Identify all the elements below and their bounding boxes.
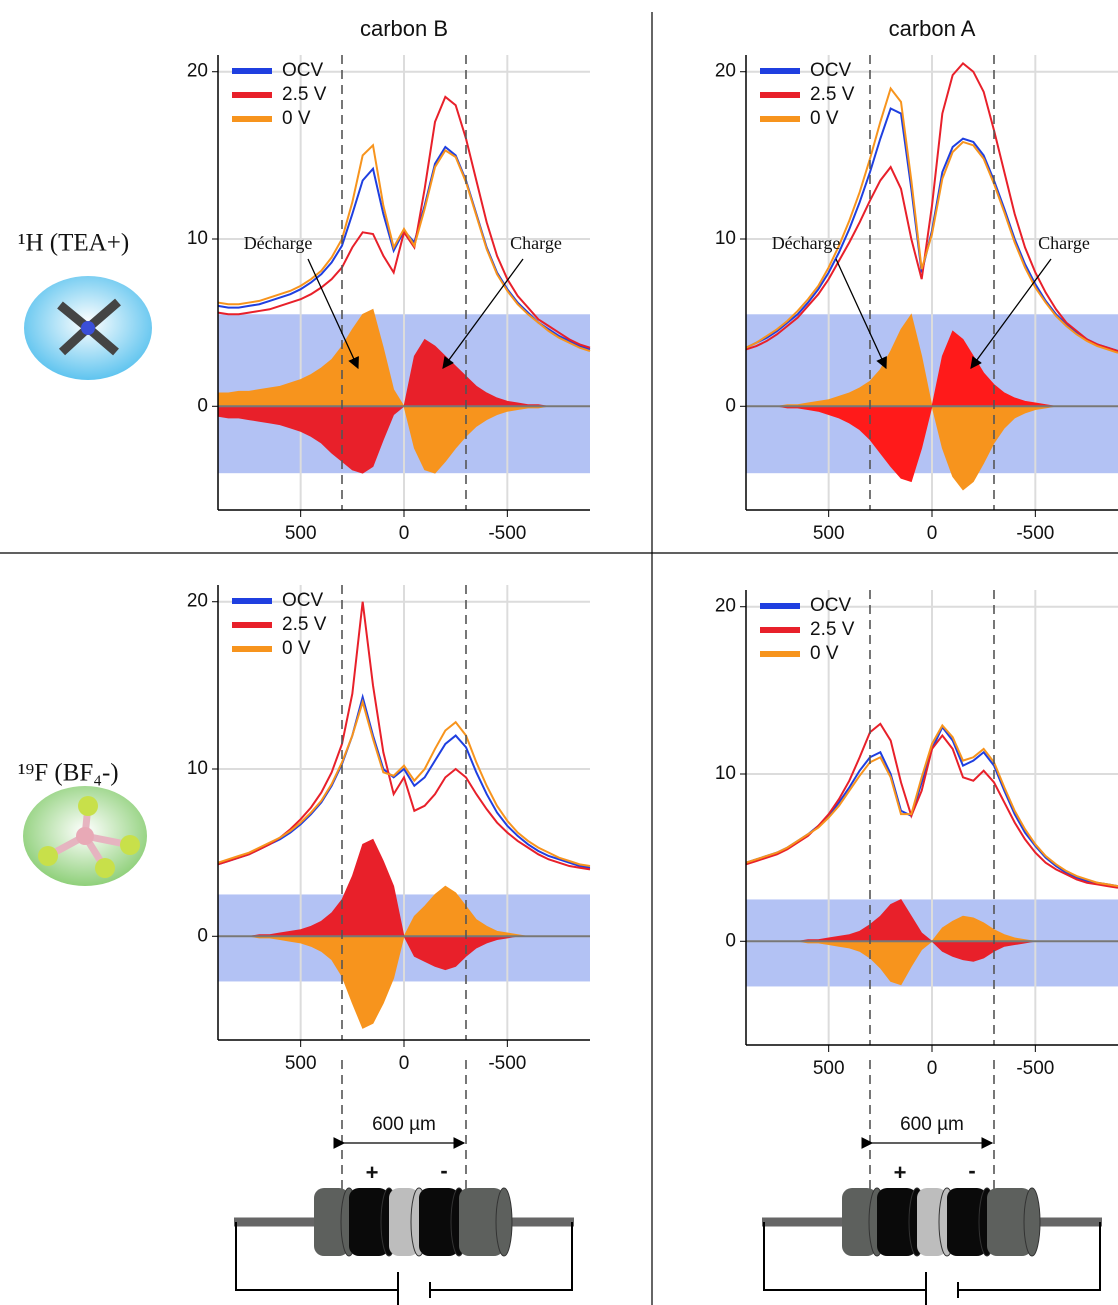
y-tick-label: 10 bbox=[187, 228, 208, 249]
annotation: Décharge bbox=[772, 233, 841, 253]
chart-title: carbon B bbox=[360, 16, 448, 41]
circuit-wire bbox=[763, 1222, 1101, 1305]
electrode-sign: + bbox=[366, 1160, 379, 1185]
y-tick-label: 0 bbox=[197, 925, 208, 946]
annotation-arrow bbox=[307, 258, 359, 370]
scale-label: 600 µm bbox=[900, 1114, 964, 1135]
y-tick-label: 0 bbox=[197, 395, 208, 416]
cell-disc bbox=[389, 1188, 419, 1256]
legend-label: 2.5 V bbox=[810, 84, 855, 105]
cell-disc bbox=[917, 1188, 947, 1256]
cell-disc bbox=[419, 1188, 459, 1256]
y-tick-label: 20 bbox=[715, 596, 736, 617]
cell-disc bbox=[349, 1188, 389, 1256]
series-line bbox=[745, 61, 1118, 353]
molecule-icon bbox=[24, 276, 152, 380]
y-tick-label: 20 bbox=[715, 61, 736, 82]
plot: 0 10 20 500 0 -500 OCV 2.5 V 0 V bbox=[715, 590, 1118, 1079]
series-line bbox=[217, 698, 591, 868]
annotation-arrow bbox=[442, 258, 524, 369]
plot: 0 10 20 500 0 -500 carbon B OCV 2.5 V 0 V Décharge… bbox=[187, 16, 591, 544]
x-tick-label: -500 bbox=[1016, 523, 1054, 544]
y-tick-label: 20 bbox=[187, 591, 208, 612]
electrode-sign: - bbox=[440, 1158, 447, 1183]
row-label: ¹⁹F (BF₄-) bbox=[18, 760, 119, 787]
legend-label: 0 V bbox=[282, 108, 311, 129]
plot: 0 10 20 500 0 -500 OCV 2.5 V 0 V bbox=[187, 585, 591, 1074]
annotation: Charge bbox=[510, 233, 562, 253]
legend-label: OCV bbox=[810, 595, 852, 616]
molecule-icon bbox=[23, 786, 147, 886]
cell-disc bbox=[987, 1188, 1032, 1256]
legend-label: OCV bbox=[282, 60, 324, 81]
electrode-sign: + bbox=[894, 1160, 907, 1185]
annotation: Décharge bbox=[244, 233, 313, 253]
y-tick-label: 20 bbox=[187, 61, 208, 82]
x-tick-label: 500 bbox=[813, 523, 845, 544]
y-tick-label: 0 bbox=[725, 395, 736, 416]
x-tick-label: 0 bbox=[399, 523, 410, 544]
cell-disc bbox=[947, 1188, 987, 1256]
series-line bbox=[217, 143, 591, 353]
legend-label: 2.5 V bbox=[282, 84, 327, 105]
y-tick-label: 10 bbox=[715, 228, 736, 249]
legend-label: OCV bbox=[282, 590, 324, 611]
cell-diagram: 600 µm + - bbox=[762, 1060, 1102, 1305]
cell-disc bbox=[314, 1188, 349, 1256]
legend-label: 0 V bbox=[810, 643, 839, 664]
series-line bbox=[745, 723, 1118, 888]
legend-label: 2.5 V bbox=[810, 619, 855, 640]
x-tick-label: 0 bbox=[927, 1058, 938, 1079]
y-tick-label: 10 bbox=[715, 763, 736, 784]
annotation: Charge bbox=[1038, 233, 1090, 253]
x-tick-label: 0 bbox=[399, 1053, 410, 1074]
x-tick-label: 500 bbox=[285, 523, 317, 544]
scale-label: 600 µm bbox=[372, 1114, 436, 1135]
plot: 0 10 20 500 0 -500 carbon A OCV 2.5 V 0 V Décharge… bbox=[715, 16, 1118, 544]
row-label: ¹H (TEA+) bbox=[18, 230, 129, 257]
cell-diagram: 600 µm + - bbox=[234, 1060, 574, 1305]
x-tick-label: -500 bbox=[488, 1053, 526, 1074]
series-line bbox=[217, 95, 591, 349]
series-line bbox=[745, 86, 1118, 354]
y-tick-label: 0 bbox=[725, 930, 736, 951]
annotation-arrow bbox=[970, 258, 1052, 369]
circuit-wire bbox=[235, 1222, 573, 1305]
cell-disc-edge bbox=[1023, 1187, 1041, 1257]
electrode-sign: - bbox=[968, 1158, 975, 1183]
cell-disc-edge bbox=[495, 1187, 513, 1257]
legend-label: 2.5 V bbox=[282, 614, 327, 635]
series-line bbox=[745, 722, 1118, 889]
legend-label: 0 V bbox=[282, 638, 311, 659]
cell-disc bbox=[459, 1188, 504, 1256]
x-tick-label: 500 bbox=[285, 1053, 317, 1074]
legend-label: 0 V bbox=[810, 108, 839, 129]
annotation-arrow bbox=[835, 258, 887, 370]
series-line bbox=[217, 693, 591, 869]
x-tick-label: -500 bbox=[1016, 1058, 1054, 1079]
x-tick-label: 500 bbox=[813, 1058, 845, 1079]
y-tick-label: 10 bbox=[187, 758, 208, 779]
x-tick-label: 0 bbox=[927, 523, 938, 544]
chart-title: carbon A bbox=[889, 16, 976, 41]
cell-disc bbox=[877, 1188, 917, 1256]
cell-disc bbox=[842, 1188, 877, 1256]
legend-label: OCV bbox=[810, 60, 852, 81]
x-tick-label: -500 bbox=[488, 523, 526, 544]
